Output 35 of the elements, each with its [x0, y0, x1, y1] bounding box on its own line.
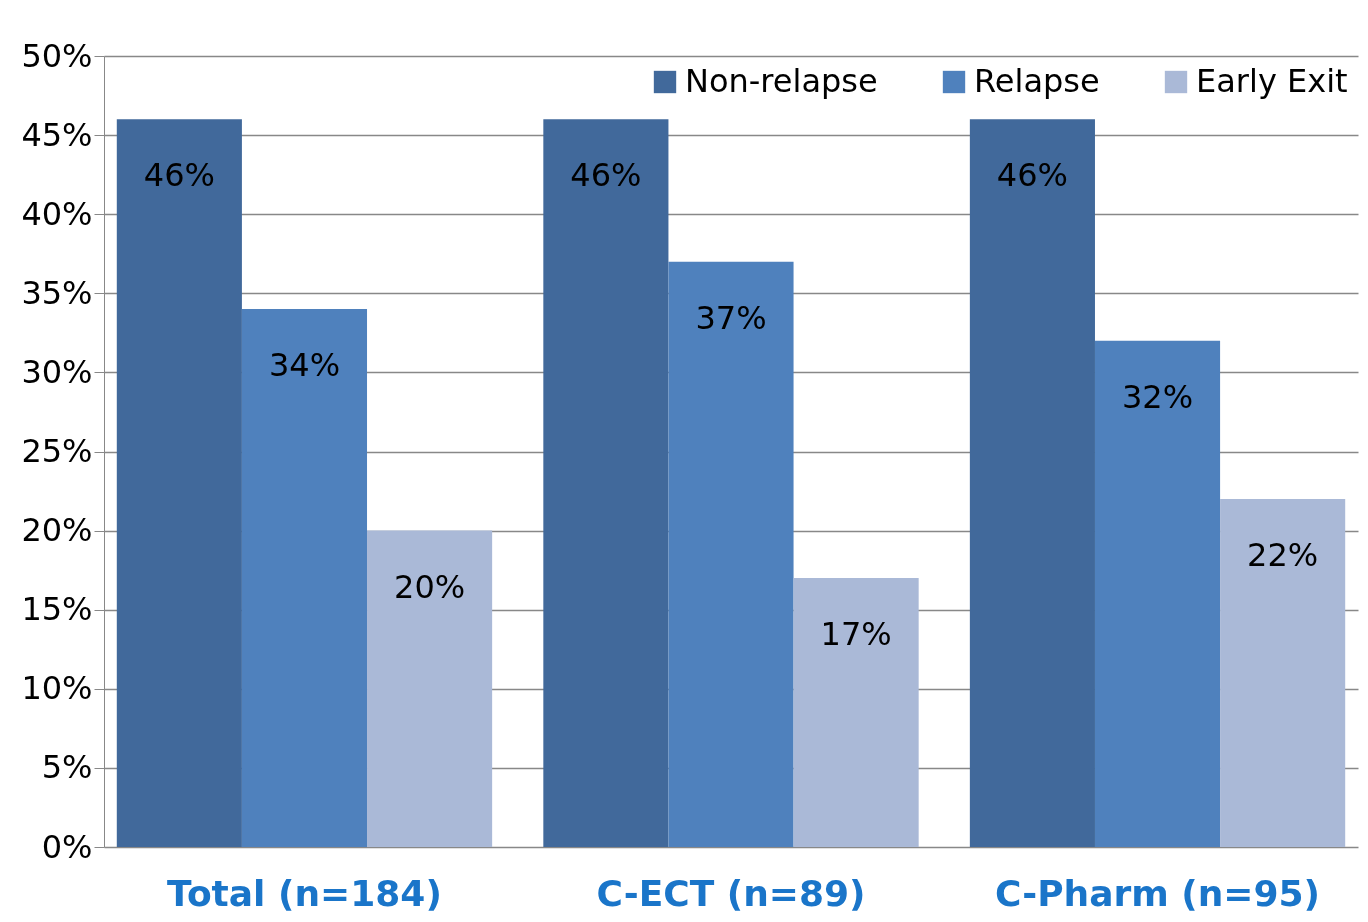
y-tick-label: 35%	[21, 273, 93, 312]
y-tick-label: 50%	[21, 36, 93, 75]
legend-label: Non-relapse	[685, 62, 878, 100]
y-tick-label: 40%	[21, 194, 93, 233]
bar	[367, 530, 493, 847]
y-tick-label: 45%	[21, 115, 93, 154]
x-tick-label: C-ECT (n=89)	[596, 872, 866, 914]
data-label: 34%	[268, 346, 341, 385]
bar	[116, 119, 242, 847]
data-label: 37%	[695, 298, 767, 337]
bar	[1220, 498, 1346, 847]
y-tick-label: 0%	[41, 827, 93, 866]
data-label: 17%	[820, 615, 892, 654]
data-label: 20%	[394, 567, 466, 606]
y-tick-label: 15%	[21, 590, 93, 629]
bar	[793, 578, 919, 847]
data-label: 46%	[143, 156, 215, 195]
bar	[241, 309, 368, 847]
bar	[1094, 340, 1221, 847]
data-label: 46%	[996, 156, 1068, 195]
x-tick-label: Total (n=184)	[167, 872, 442, 914]
bar	[969, 119, 1095, 847]
data-label: 22%	[1247, 535, 1319, 574]
bar	[543, 119, 669, 847]
legend-label: Early Exit	[1196, 62, 1348, 100]
y-tick-label: 10%	[21, 669, 93, 708]
data-label: 46%	[570, 156, 642, 195]
bar	[668, 261, 794, 847]
x-tick-label: C-Pharm (n=95)	[994, 872, 1321, 914]
y-tick-label: 30%	[21, 352, 93, 391]
y-tick-label: 5%	[41, 748, 93, 787]
legend-label: Relapse	[974, 62, 1100, 100]
y-tick-label: 25%	[21, 432, 93, 470]
y-tick-label: 20%	[21, 511, 93, 550]
data-label: 32%	[1121, 377, 1194, 416]
